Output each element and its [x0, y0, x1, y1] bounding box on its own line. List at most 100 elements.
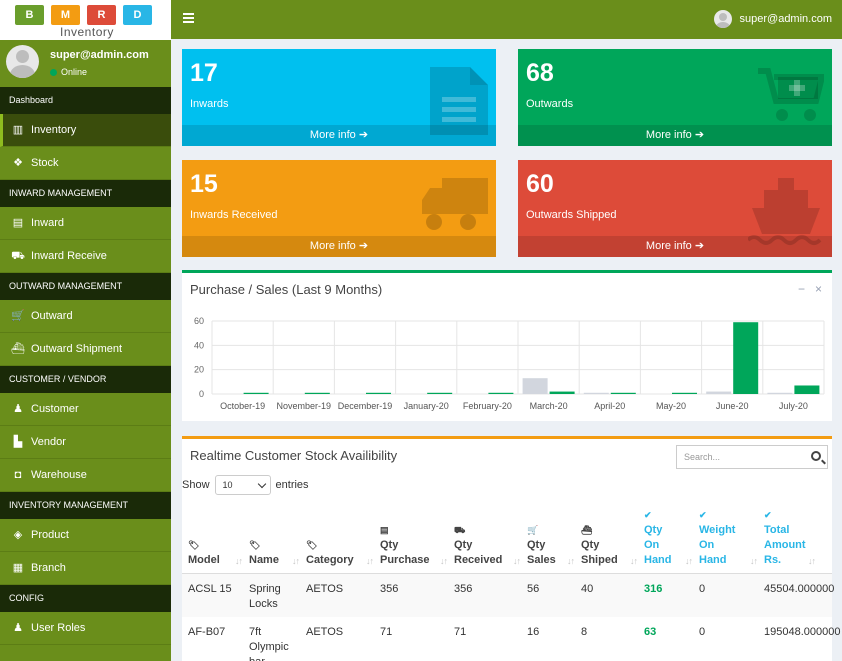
top-user-menu[interactable]: super@admin.com [713, 10, 832, 28]
column-header-text: Hand [644, 554, 672, 566]
table-cell: Spring Locks [249, 582, 281, 612]
sidebar-item-inventory[interactable]: ▥ Inventory [0, 114, 171, 147]
x-tick-label: May-20 [656, 401, 686, 411]
more-info-text: More info [309, 240, 356, 252]
column-header-total-amount-rs-[interactable]: ✔ Total Amount Rs. [764, 508, 806, 568]
entries-control: Show 10 entries [182, 475, 309, 495]
search-input[interactable]: Search... [676, 445, 828, 469]
chart-bar [427, 392, 453, 394]
file-icon: ▤ [12, 216, 24, 229]
sidebar-item-product[interactable]: ◈ Product [0, 519, 171, 552]
column-header-qty-purchase[interactable]: ▤ Qty Purchase [380, 523, 430, 568]
y-tick-label: 40 [194, 340, 204, 350]
x-tick-label: November-19 [277, 401, 332, 411]
sidebar-item-warehouse[interactable]: ◘ Warehouse [0, 459, 171, 492]
info-box-label: Outwards [526, 98, 574, 110]
show-label: Show [182, 479, 210, 491]
sidebar-item-vendor[interactable]: ▙ Vendor [0, 426, 171, 459]
users-icon: ♟ [13, 621, 23, 634]
info-box-value: 68 [526, 59, 554, 87]
sidebar-item-branch[interactable]: ▦ Branch [0, 552, 171, 585]
info-box-label: Inwards [190, 98, 229, 110]
column-header-name[interactable]: 🏷 Name [249, 538, 279, 568]
column-header-qty-shiped[interactable]: ⛴ Qty Shiped [581, 523, 618, 568]
column-header-qty-sales[interactable]: 🛒 Qty Sales [527, 523, 556, 568]
table-cell: 0 [699, 625, 705, 640]
cell-text: 195048.000000 [764, 626, 841, 638]
minimize-icon[interactable]: − [797, 282, 805, 296]
info-box-value: 15 [190, 170, 218, 198]
x-tick-label: June-20 [716, 401, 749, 411]
tag-icon: 🏷 [249, 540, 261, 550]
sort-icon[interactable]: ↓↑ [808, 556, 816, 566]
table-row[interactable]: AF-B07 7ft Olympic bar AETOS 71 71 16 8 63 0 195048… [182, 617, 840, 661]
column-header-category[interactable]: 🏷 Category [306, 538, 354, 568]
column-header-model[interactable]: 🏷 Model [188, 538, 220, 568]
table-row[interactable]: ACSL 15 Spring Locks AETOS 356 356 56 40 316 0 455… [182, 574, 834, 617]
info-box-outwards-shipped: 60 Outwards Shipped More info ➔ [518, 160, 832, 257]
sidebar-item-outward-shipment[interactable]: ⛴ Outward Shipment [0, 333, 171, 366]
sort-icon[interactable]: ↓↑ [630, 556, 638, 566]
column-header-text: Hand [699, 554, 727, 566]
sidebar-item-inward-receive[interactable]: ⛟ Inward Receive [0, 240, 171, 273]
sidebar-item-outward[interactable]: 🛒 Outward [0, 300, 171, 333]
info-box-label: Inwards Received [190, 209, 278, 221]
info-box-inwards-received: 15 Inwards Received More info ➔ [182, 160, 496, 257]
cell-text: ACSL 15 [188, 583, 232, 595]
more-info-link[interactable]: More info ➔ [518, 236, 832, 257]
sidebar-item-label: Outward [31, 309, 73, 322]
column-header-text: Qty [380, 539, 399, 551]
more-info-text: More info [645, 240, 692, 252]
sidebar-item-label: Customer [31, 402, 79, 415]
column-header-text: Qty [527, 539, 546, 551]
entries-select[interactable]: 10 [214, 475, 271, 495]
sort-icon[interactable]: ↓↑ [292, 556, 300, 566]
search-icon[interactable] [811, 451, 821, 461]
sort-icon[interactable]: ↓↑ [235, 556, 243, 566]
user-plus-icon: ♟ [13, 402, 23, 415]
tag-icon: 🏷 [306, 540, 318, 550]
more-info-link[interactable]: More info ➔ [518, 125, 832, 146]
sort-icon[interactable]: ↓↑ [366, 556, 374, 566]
sidebar-item-user-roles[interactable]: ♟ User Roles [0, 612, 171, 645]
avatar [6, 45, 39, 78]
ship-icon: ⛴ [581, 525, 593, 535]
purchase-sales-chart: 0 20 40 60 October-19 November-19 December-19 J… [194, 316, 825, 411]
ship-icon: ⛴ [11, 342, 25, 355]
more-info-text: More info [645, 129, 692, 141]
sort-icon[interactable]: ↓↑ [685, 556, 693, 566]
arrow-circle-right-icon: ➔ [358, 240, 369, 252]
chart-bar [610, 392, 636, 394]
sort-icon[interactable]: ↓↑ [567, 556, 575, 566]
column-header-weight-on-hand[interactable]: ✔ Weight On Hand [699, 508, 735, 568]
sidebar-item-label: Branch [31, 561, 66, 574]
sidebar-nav: Dashboard ▥ Inventory ❖ Stock INWARD MANAGEME… [0, 87, 171, 645]
search-placeholder: Search... [684, 452, 721, 462]
logo-text: Inventory [60, 25, 114, 39]
file-icon: ▤ [380, 525, 389, 535]
column-header-qty-received[interactable]: ⛟ Qty Received [454, 523, 502, 568]
table-cell: 0 [699, 582, 705, 597]
menu-toggle-icon[interactable] [183, 13, 194, 23]
chart-bar [794, 385, 820, 394]
nav-section-header: CUSTOMER / VENDOR [0, 366, 171, 393]
sort-icon[interactable]: ↓↑ [750, 556, 758, 566]
table-cell: 356 [454, 582, 472, 597]
truck-icon: ⛟ [11, 249, 25, 262]
sort-icon[interactable]: ↓↑ [440, 556, 448, 566]
sidebar-item-stock[interactable]: ❖ Stock [0, 147, 171, 180]
sidebar-item-label: Inward [31, 216, 65, 229]
chart-bar [488, 392, 514, 394]
info-box-inwards: 17 Inwards More info ➔ [182, 49, 496, 146]
table-panel-title: Realtime Customer Stock Availibility [190, 448, 398, 463]
more-info-link[interactable]: More info ➔ [182, 125, 496, 146]
sidebar-item-customer[interactable]: ♟ Customer [0, 393, 171, 426]
column-header-qty-on-hand[interactable]: ✔ Qty On Hand [644, 508, 672, 568]
sort-icon[interactable]: ↓↑ [513, 556, 521, 566]
sidebar-item-inward[interactable]: ▤ Inward [0, 207, 171, 240]
chart-bar [522, 378, 548, 394]
sidebar-item-label: Warehouse [31, 468, 87, 481]
more-info-link[interactable]: More info ➔ [182, 236, 496, 257]
close-icon[interactable]: × [814, 282, 822, 296]
